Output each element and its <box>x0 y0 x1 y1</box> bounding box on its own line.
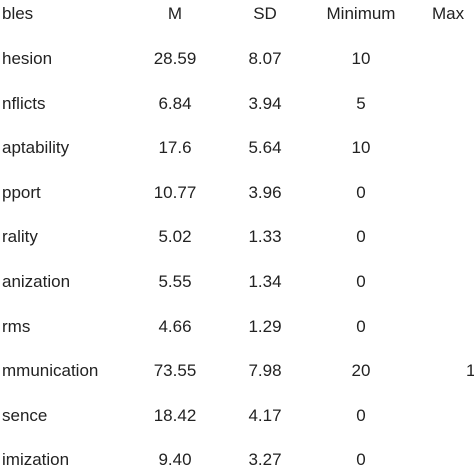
row-label: aptability <box>2 138 70 158</box>
table-cell: 28.59 <box>153 49 197 68</box>
table-cell: 7.98 <box>248 361 282 381</box>
table-cell: 9.40 <box>158 450 192 470</box>
row-label: hesion <box>2 49 53 68</box>
table-cell: 1.33 <box>248 227 282 247</box>
table-cell: 4.17 <box>248 405 282 425</box>
row-label: mmunication <box>2 361 99 381</box>
table-cell: 10 <box>351 49 371 68</box>
table-cell: 0 <box>356 405 366 425</box>
table-cell: 0 <box>356 272 366 291</box>
row-label: anization <box>2 272 71 291</box>
table-cell: 0 <box>356 316 366 336</box>
table-cell: 3.96 <box>248 182 282 202</box>
table-cell: 73.55 <box>153 361 197 381</box>
table-cell: 8.07 <box>248 49 282 68</box>
table-cell: 5 <box>356 93 366 113</box>
table-cell: 1.29 <box>248 316 282 336</box>
table-cell: 20 <box>351 361 371 381</box>
header-cell: Max <box>432 4 465 23</box>
table-cell: 6.84 <box>158 93 192 113</box>
table-cell: 3.27 <box>248 450 282 470</box>
table-cell: 3.94 <box>248 93 282 113</box>
table-cell: 0 <box>356 227 366 247</box>
row-label: sence <box>2 405 48 425</box>
table-cell: 10.77 <box>153 182 197 202</box>
table-cell: 5.55 <box>158 272 192 291</box>
table-cell: 1.34 <box>248 272 282 291</box>
row-label: rms <box>2 316 31 336</box>
header-cell: bles <box>2 4 34 23</box>
header-cell: SD <box>253 4 277 23</box>
header-cell: Minimum <box>326 4 396 23</box>
table-cell: 18.42 <box>153 405 197 425</box>
table-cell: 0 <box>356 450 366 470</box>
table-cell: 5.02 <box>158 227 192 247</box>
table-cell: 5.64 <box>248 138 282 158</box>
table-cell: 0 <box>356 182 366 202</box>
table-cell: 4.66 <box>158 316 192 336</box>
table-cell: 1 <box>466 361 474 381</box>
row-label: nflicts <box>2 93 46 113</box>
row-label: imization <box>2 450 70 470</box>
row-label: pport <box>2 182 41 202</box>
table-cell: 17.6 <box>158 138 192 158</box>
row-label: rality <box>2 227 38 247</box>
table-cell: 10 <box>351 138 371 158</box>
header-cell: M <box>167 4 183 23</box>
